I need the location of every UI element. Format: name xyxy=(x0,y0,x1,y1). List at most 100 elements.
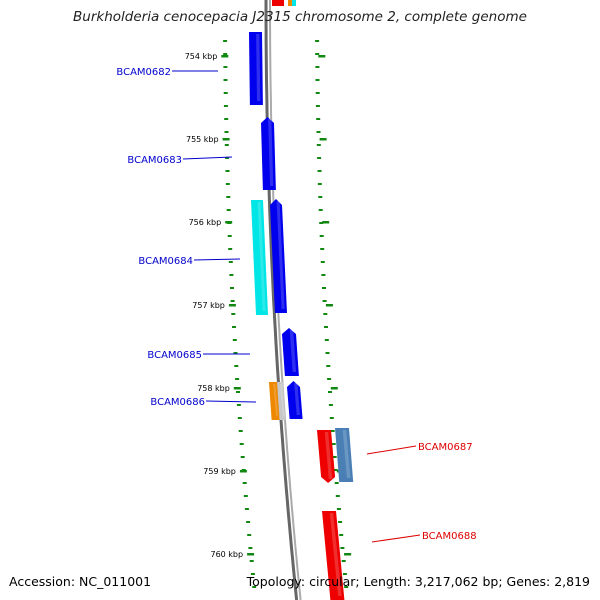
kbp-tick-mark xyxy=(330,387,338,390)
tick-dot xyxy=(225,157,230,159)
tick-dot xyxy=(224,131,229,133)
tick-dot xyxy=(244,508,249,510)
gene-block-bcam0687-steel-shade xyxy=(342,430,351,478)
tick-dot xyxy=(338,521,343,523)
backbone-line xyxy=(264,0,299,600)
kbp-tick-label: 757 kbp xyxy=(192,301,225,310)
gene-block xyxy=(272,0,284,6)
tick-dot xyxy=(315,105,320,107)
gene-leader-line xyxy=(182,156,233,160)
tick-dot xyxy=(242,482,247,484)
tick-dot xyxy=(236,404,241,406)
gene-block-bcam0687-steel xyxy=(335,428,354,482)
genes-layer xyxy=(249,0,354,600)
accession-text: Accession: NC_011001 xyxy=(9,574,152,589)
tick-dot xyxy=(228,248,233,250)
tick-dot xyxy=(315,53,320,55)
tick-dot xyxy=(321,274,326,276)
tick-dot xyxy=(317,157,322,159)
gene-block-bcam0683-shade xyxy=(268,119,274,186)
tick-dot xyxy=(328,404,333,406)
gene-block-bcam0684-shade xyxy=(276,201,285,309)
kbp-tick-mark xyxy=(233,387,241,390)
tick-dot xyxy=(317,170,322,172)
tick-dot xyxy=(227,235,232,237)
gene-block-bcam0686-grey xyxy=(277,382,286,420)
gene-block-bcam0686 xyxy=(287,381,303,419)
tick-dot xyxy=(332,456,337,458)
tick-dot xyxy=(315,92,320,94)
tick-dot xyxy=(342,573,347,575)
tick-dot xyxy=(324,339,329,341)
gene-block xyxy=(292,0,296,6)
gene-label: BCAM0682 xyxy=(116,67,171,78)
kbp-tick-label: 758 kbp xyxy=(197,384,230,393)
kbp-tick-label: 754 kbp xyxy=(185,52,218,61)
tick-dot xyxy=(316,118,321,120)
tick-dot xyxy=(232,339,237,341)
kbp-tick-mark xyxy=(239,470,247,473)
gene-block-bcam0688-shade xyxy=(329,513,342,596)
tick-dot xyxy=(334,482,339,484)
tick-dot xyxy=(330,430,335,432)
tick-marks-layer xyxy=(221,40,352,588)
tick-dot xyxy=(320,248,325,250)
gene-label: BCAM0687 xyxy=(418,442,473,453)
tick-dot xyxy=(223,66,228,68)
gene-leader-line xyxy=(371,534,421,543)
gene-block-bcam0688 xyxy=(322,511,345,600)
tick-dot xyxy=(236,391,240,393)
tick-dot xyxy=(324,326,328,328)
kbp-tick-mark xyxy=(225,221,233,224)
gene-block-bcam0684-cyan-shade xyxy=(257,202,266,311)
tick-dot xyxy=(344,586,349,588)
tick-dot xyxy=(246,521,251,523)
tick-dot xyxy=(318,209,323,211)
tick-dot xyxy=(228,261,233,263)
tick-dot xyxy=(340,547,345,549)
tick-dot xyxy=(252,586,257,588)
kbp-tick-label: 755 kbp xyxy=(186,135,219,144)
tick-dot xyxy=(315,40,320,42)
tick-dot xyxy=(333,469,338,471)
tick-dot xyxy=(339,534,344,536)
gene-block-bcam0684 xyxy=(270,199,287,313)
tick-dot xyxy=(224,118,229,120)
gene-block-bcam0686-orange xyxy=(269,382,280,420)
tick-dot xyxy=(320,261,325,263)
gene-block-bcam0682 xyxy=(249,32,263,105)
tick-dot xyxy=(328,391,332,393)
tick-dot xyxy=(336,508,341,510)
tick-dot xyxy=(223,79,228,81)
tick-dot xyxy=(326,365,331,367)
kbp-tick-mark xyxy=(319,138,327,141)
gene-block-bcam0686-orange-shade xyxy=(273,384,278,416)
gene-label: BCAM0686 xyxy=(150,397,205,408)
tick-dot xyxy=(329,417,334,419)
tick-dot xyxy=(223,40,228,42)
gene-block-bcam0687-shade xyxy=(324,432,333,479)
gene-label: BCAM0683 xyxy=(127,155,182,166)
tick-dot xyxy=(319,235,324,237)
kbp-tick-mark xyxy=(344,553,352,556)
tick-dot xyxy=(239,443,244,445)
tick-dot xyxy=(237,417,242,419)
tick-dot xyxy=(315,66,320,68)
tick-dot xyxy=(234,365,239,367)
tick-dot xyxy=(247,534,252,536)
gene-block-bcam0683 xyxy=(261,117,276,190)
tick-dot xyxy=(235,378,240,380)
tick-dot xyxy=(323,313,328,315)
gene-block-bcam0687 xyxy=(317,430,336,483)
gene-label: BCAM0685 xyxy=(147,350,202,361)
tick-dot xyxy=(325,352,330,354)
tick-dot xyxy=(224,144,229,146)
tick-dot xyxy=(322,300,327,302)
kbp-tick-mark xyxy=(228,304,236,307)
kbp-tick-label: 759 kbp xyxy=(203,467,236,476)
tick-dot xyxy=(223,53,228,55)
tick-dot xyxy=(223,105,228,107)
gene-block-bcam0684-cyan xyxy=(251,200,268,315)
gene-leader-line xyxy=(193,258,241,261)
